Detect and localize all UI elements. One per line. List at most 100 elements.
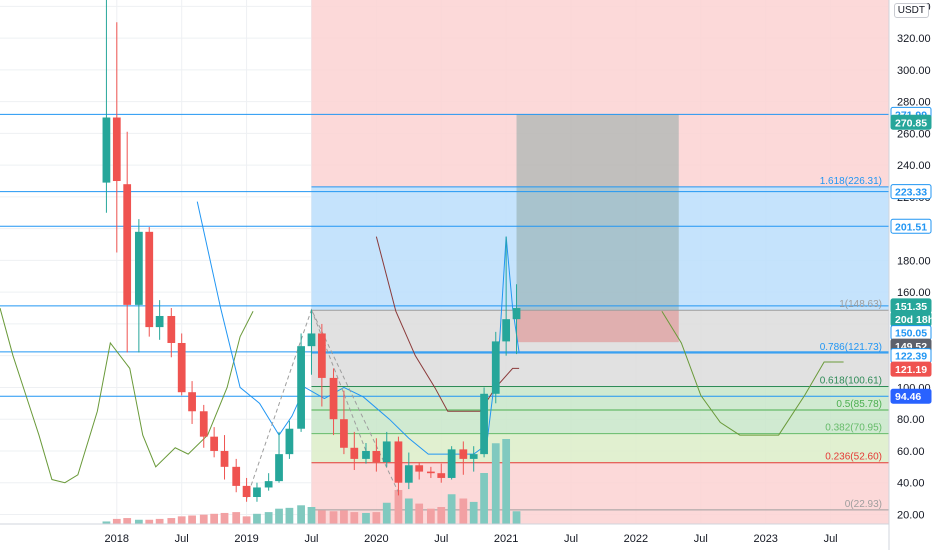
volume-bar	[491, 443, 500, 524]
oscillator-line	[0, 307, 254, 484]
price-tag-label: 270.85	[895, 117, 927, 129]
candle-body	[253, 487, 261, 498]
time-axis-tick-label: Jul	[824, 533, 838, 545]
candle-body	[167, 315, 176, 343]
volume-bar	[426, 508, 435, 524]
candle-body	[155, 315, 164, 328]
fib-zone-bottom	[311, 509, 889, 524]
fib-level-label: 0.382(70.95)	[825, 423, 882, 434]
volume-bar	[297, 505, 305, 524]
position-stop-zone	[516, 310, 679, 343]
candle-body	[491, 341, 500, 394]
volume-bar	[459, 498, 468, 524]
price-axis-tick-label: 180.00	[897, 255, 931, 267]
volume-bar	[307, 507, 316, 524]
fib-level-label: 0(22.93)	[845, 499, 882, 510]
price-tag-label: 20d 18h	[895, 314, 932, 326]
candle-body	[307, 333, 316, 347]
time-axis-tick-label: 2021	[494, 533, 518, 545]
volume-bar	[350, 512, 359, 524]
candle-body	[220, 450, 229, 467]
volume-bars	[102, 439, 521, 524]
candle-body	[447, 449, 456, 478]
fib-level-label: 0.5(85.78)	[836, 399, 882, 410]
price-tag-label: 121.19	[895, 364, 927, 376]
candle-body	[469, 454, 478, 459]
candle-body	[394, 441, 403, 483]
price-tag-box	[890, 184, 932, 200]
fib-zone	[311, 352, 889, 387]
candle-body	[426, 471, 435, 474]
volume-bar	[123, 518, 132, 524]
volume-bar	[134, 519, 143, 524]
horizontal-lines	[0, 113, 889, 397]
price-axis-tick-label: 280.00	[897, 97, 931, 109]
candle-body	[242, 485, 251, 498]
fib-zone	[311, 386, 889, 411]
price-tag-label: 94.46	[895, 391, 921, 403]
price-axis-tick-label: 300.00	[897, 65, 931, 77]
price-tag-box	[890, 388, 932, 404]
time-axis-tick-label: 2020	[364, 533, 388, 545]
volume-bar	[502, 439, 511, 524]
candle-body	[350, 447, 359, 459]
price-axis-tick-label: 40.00	[897, 478, 925, 490]
volume-bar	[382, 502, 391, 524]
price-tag-box	[890, 361, 932, 377]
candle-body	[459, 449, 468, 459]
time-axis-tick-label: 2018	[105, 533, 129, 545]
candle-body	[297, 346, 305, 429]
volume-bar	[317, 510, 326, 524]
volume-bar	[362, 512, 370, 524]
volume-bar	[329, 511, 338, 524]
volume-bar	[340, 510, 348, 524]
volume-bar	[242, 516, 251, 524]
candle-body	[264, 481, 273, 488]
volume-bar	[480, 473, 488, 524]
candle-body	[210, 436, 219, 451]
candle-body	[199, 411, 208, 437]
candle-body	[285, 428, 294, 455]
price-axis-tick-label: 320.00	[897, 33, 931, 45]
candlesticks	[102, 0, 521, 502]
volume-bar	[112, 518, 121, 524]
fib-zone	[311, 410, 889, 434]
candle-body	[404, 465, 413, 483]
currency-label[interactable]: USDT	[893, 3, 929, 18]
price-tag-label: 122.39	[895, 351, 927, 363]
price-axis-tick-label: 20.00	[897, 509, 925, 521]
price-axis-tick-label: 80.00	[897, 414, 925, 426]
candle-body	[340, 419, 348, 448]
volume-bar	[102, 521, 111, 524]
time-axis-tick-label: 2023	[753, 533, 777, 545]
volume-bar	[275, 508, 283, 524]
price-tag-box	[890, 114, 932, 130]
price-tag-label: 150.05	[895, 328, 927, 340]
swing-dashed-line	[311, 309, 367, 452]
volume-bar	[372, 512, 381, 524]
price-axis-tick-label: 240.00	[897, 160, 931, 172]
candle-body	[329, 377, 338, 420]
time-axis-tick-label: Jul	[694, 533, 708, 545]
price-axis-tick-label: 160.00	[897, 287, 931, 299]
time-axis[interactable]: 2018 Jul 2019 Jul 2020 Jul 2021 Jul 2022 Jul 2023 J…	[0, 523, 889, 545]
time-axis-tick-label: 2022	[624, 533, 648, 545]
candle-body	[512, 308, 521, 320]
volume-bar	[155, 518, 164, 524]
volume-bar	[167, 518, 176, 524]
fib-level-label: 1(148.63)	[839, 299, 882, 310]
moving-average-maroon	[375, 236, 520, 412]
fib-level-label: 0.786(121.73)	[820, 342, 882, 353]
volume-bar	[285, 507, 294, 524]
price-tag-label: 151.35	[895, 301, 927, 313]
volume-bar	[253, 513, 261, 524]
candle-body	[502, 319, 511, 342]
time-axis-tick-label: Jul	[434, 533, 448, 545]
price-tag-label: 201.51	[895, 221, 927, 233]
candle-body	[177, 342, 186, 393]
volume-bar	[394, 490, 403, 524]
candle-body	[102, 117, 111, 183]
candle-body	[232, 466, 241, 486]
